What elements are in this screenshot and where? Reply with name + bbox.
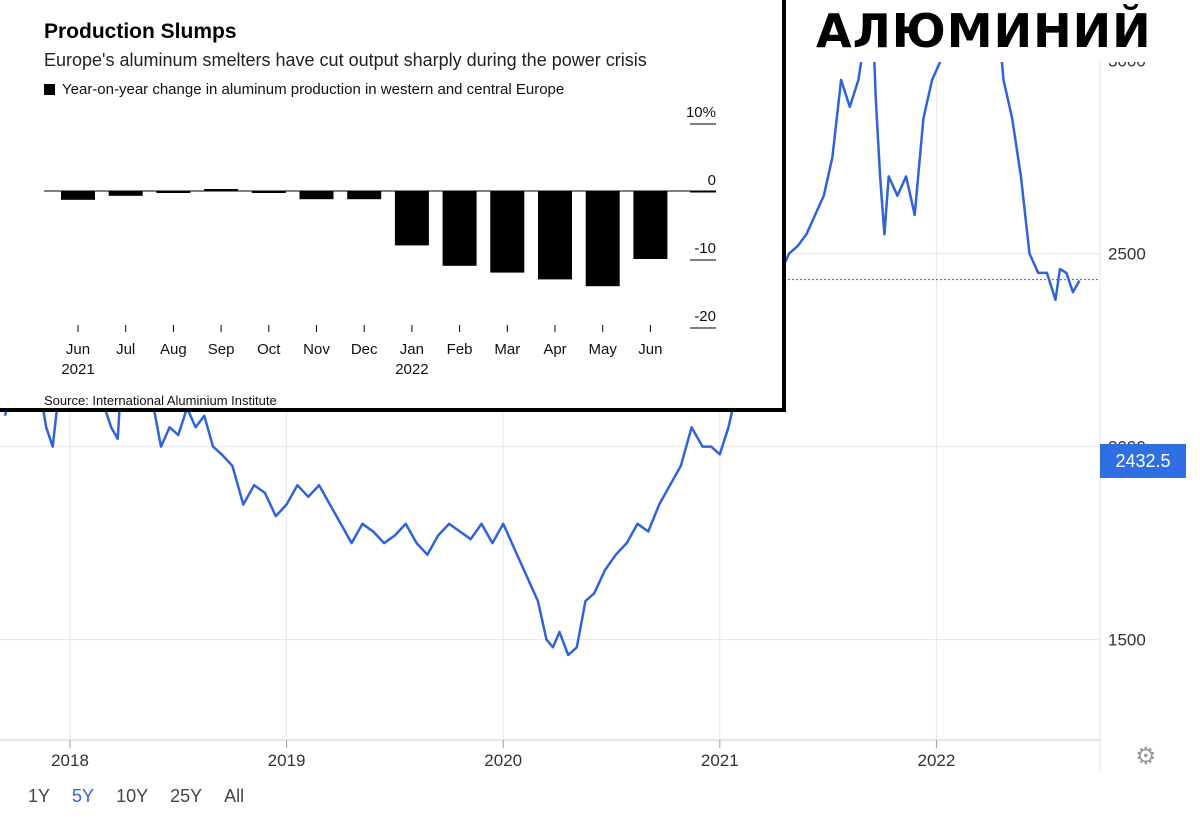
title-banner: АЛЮМИНИЙ bbox=[786, 0, 1200, 62]
inset-y-tick-label: -10 bbox=[694, 240, 716, 257]
inset-x-tick-label: Aug bbox=[160, 341, 187, 358]
inset-x-tick-label: Apr bbox=[543, 341, 566, 358]
last-value-badge: 2432.5 bbox=[1100, 444, 1186, 478]
inset-x-tick-label: Jun bbox=[66, 341, 90, 358]
inset-x-tick-label: Feb bbox=[447, 341, 473, 358]
inset-bar bbox=[490, 191, 525, 273]
inset-bar bbox=[442, 191, 477, 266]
main-x-tick-label: 2018 bbox=[51, 751, 89, 770]
range-button-25y[interactable]: 25Y bbox=[170, 786, 203, 806]
range-selector: 1Y 5Y 10Y 25Y All bbox=[28, 786, 266, 807]
inset-bar bbox=[538, 191, 572, 280]
inset-x-tick-label: Jul bbox=[116, 341, 135, 358]
banner-title: АЛЮМИНИЙ bbox=[816, 4, 1152, 58]
inset-x-tick-label: Jan bbox=[400, 341, 424, 358]
inset-x-tick-label: Oct bbox=[257, 341, 281, 358]
inset-x-tick-label: Nov bbox=[303, 341, 330, 358]
production-slumps-inset: 10% 0 -10 -20 Jun Jul Aug Sep Oct Nov Dec Jan Feb Ma… bbox=[0, 0, 786, 412]
inset-x-tick-label: Jun bbox=[638, 341, 662, 358]
inset-x-axis-labels: Jun Jul Aug Sep Oct Nov Dec Jan Feb Mar Apr May Jun 2… bbox=[61, 325, 662, 378]
inset-subtitle: Europe's aluminum smelters have cut outp… bbox=[44, 50, 647, 70]
inset-bar bbox=[156, 191, 191, 193]
main-x-tick-label: 2022 bbox=[917, 751, 955, 770]
legend-swatch bbox=[44, 84, 55, 95]
range-button-all[interactable]: All bbox=[224, 786, 245, 806]
inset-bar bbox=[61, 191, 95, 200]
inset-x-tick-label: Dec bbox=[351, 341, 378, 358]
main-y-tick-label: 1500 bbox=[1108, 631, 1146, 650]
inset-x-tick-label: Sep bbox=[208, 341, 235, 358]
main-x-axis-labels: 2018 2019 2020 2021 2022 bbox=[51, 751, 955, 770]
range-button-5y[interactable]: 5Y bbox=[72, 786, 95, 806]
main-y-axis-labels: 150020002500300035004000 bbox=[1108, 52, 1146, 650]
main-y-tick-label: 2500 bbox=[1108, 245, 1146, 264]
range-button-10y[interactable]: 10Y bbox=[116, 786, 149, 806]
inset-bar bbox=[299, 191, 334, 200]
inset-bar bbox=[633, 191, 668, 259]
inset-bar bbox=[204, 189, 239, 191]
gear-icon[interactable]: ⚙ bbox=[1135, 742, 1157, 770]
inset-y-tick-label: 0 bbox=[708, 172, 716, 189]
inset-bar bbox=[585, 191, 620, 287]
inset-y-tick-label: -20 bbox=[694, 308, 716, 325]
main-x-tick-label: 2020 bbox=[484, 751, 522, 770]
inset-x-tick-label: May bbox=[589, 341, 618, 358]
inset-year-label: 2021 bbox=[61, 361, 94, 378]
inset-bars bbox=[61, 189, 668, 287]
inset-y-tick-label: 10% bbox=[686, 104, 716, 121]
inset-bar bbox=[347, 191, 382, 200]
inset-title: Production Slumps bbox=[44, 20, 237, 43]
inset-bar bbox=[251, 191, 286, 193]
range-button-1y[interactable]: 1Y bbox=[28, 786, 51, 806]
inset-source: Source: International Aluminium Institut… bbox=[44, 393, 277, 408]
inset-legend: Year-on-year change in aluminum producti… bbox=[44, 81, 564, 98]
legend-label: Year-on-year change in aluminum producti… bbox=[62, 81, 565, 98]
inset-x-tick-label: Mar bbox=[494, 341, 520, 358]
inset-year-label: 2022 bbox=[395, 361, 428, 378]
inset-bar bbox=[108, 191, 143, 196]
inset-bar bbox=[394, 191, 429, 246]
main-x-tick-label: 2019 bbox=[268, 751, 306, 770]
inset-bar-chart: 10% 0 -10 -20 Jun Jul Aug Sep Oct Nov Dec Jan Feb Ma… bbox=[44, 104, 716, 378]
main-x-tick-label: 2021 bbox=[701, 751, 739, 770]
